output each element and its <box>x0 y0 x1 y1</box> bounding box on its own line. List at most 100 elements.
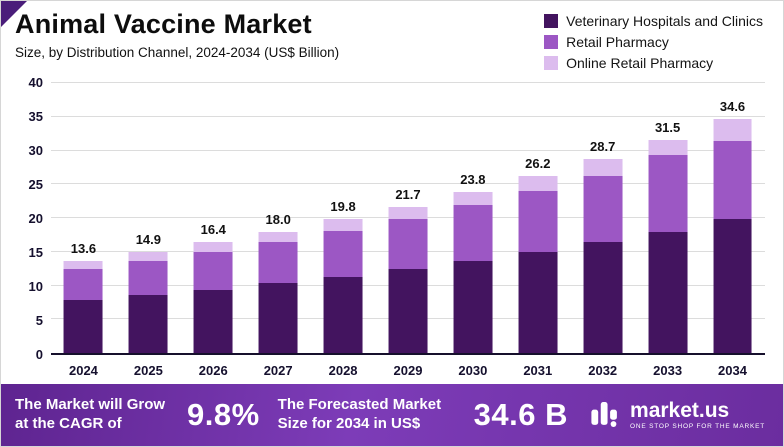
bar-total-label: 14.9 <box>135 232 162 248</box>
bar-segment <box>63 261 103 269</box>
bar-total-label: 19.8 <box>330 199 356 215</box>
bar-segment <box>193 251 233 290</box>
header: Animal Vaccine Market Size, by Distribut… <box>15 9 763 81</box>
corner-decoration <box>1 1 27 27</box>
bar-segment <box>583 241 623 353</box>
bar-segment <box>648 155 688 232</box>
y-tick-label: 35 <box>28 109 43 124</box>
bar-column: 23.8 <box>440 83 505 353</box>
bar-segment <box>453 205 493 261</box>
x-tick-label: 2028 <box>328 363 358 378</box>
bar-segment <box>713 119 752 142</box>
x-tick-label: 2026 <box>198 363 228 378</box>
bar-total-label: 21.7 <box>395 186 421 202</box>
stacked-bar <box>713 119 752 353</box>
legend-swatch <box>544 14 559 28</box>
stacked-bar <box>518 176 558 353</box>
bar-segment <box>583 159 623 176</box>
bar-segment <box>323 276 363 353</box>
y-tick-label: 0 <box>35 347 43 362</box>
stacked-bar <box>453 192 493 353</box>
bar-segment <box>258 241 298 284</box>
x-tick-label: 2032 <box>588 363 618 378</box>
x-tick-label: 2031 <box>523 363 553 378</box>
bar-segment <box>518 191 558 252</box>
bar-column: 19.8 <box>311 83 376 353</box>
bar-segment <box>583 175 623 242</box>
cagr-value: 9.8% <box>187 397 260 432</box>
legend-swatch <box>544 35 559 49</box>
stacked-bar <box>583 159 623 353</box>
stacked-bar <box>258 231 298 353</box>
bar-segment <box>388 206 428 219</box>
stacked-bar <box>63 261 103 353</box>
x-tick-label: 2034 <box>718 363 747 378</box>
gridline <box>51 183 765 185</box>
x-tick-label: 2030 <box>458 363 488 378</box>
bar-segment <box>193 242 233 252</box>
y-tick-label: 20 <box>28 211 43 226</box>
bar-total-label: 31.5 <box>654 120 681 136</box>
legend-label: Veterinary Hospitals and Clinics <box>566 13 763 29</box>
bar-segment <box>518 251 558 353</box>
y-tick-label: 40 <box>28 75 43 90</box>
page-subtitle: Size, by Distribution Channel, 2024-2034… <box>15 45 340 60</box>
legend-item: Retail Pharmacy <box>544 34 763 50</box>
footer-banner: The Market will Grow at the CAGR of 9.8%… <box>1 384 783 446</box>
y-tick-label: 10 <box>28 279 43 294</box>
x-tick-label: 2027 <box>263 363 293 378</box>
x-tick-label: 2025 <box>133 363 163 378</box>
bar-segment <box>453 192 493 206</box>
bar-total-label: 28.7 <box>590 139 616 155</box>
bar-column: 34.6 <box>700 83 765 353</box>
stacked-bar <box>648 140 688 353</box>
bar-segment <box>388 269 428 353</box>
bar-total-label: 23.8 <box>460 172 486 188</box>
bar-segment <box>713 218 752 353</box>
bar-total-label: 16.4 <box>200 222 226 238</box>
x-tick-label: 2029 <box>393 363 423 378</box>
bar-column: 14.9 <box>116 83 181 353</box>
gridline <box>51 149 765 151</box>
bar-segment <box>648 140 688 156</box>
bar-column: 21.7 <box>376 83 441 353</box>
bar-total-label: 13.6 <box>70 241 97 257</box>
bar-segment <box>193 289 233 353</box>
bar-segment <box>128 294 168 353</box>
bar-segment <box>63 299 103 353</box>
legend-item: Veterinary Hospitals and Clinics <box>544 13 763 29</box>
bar-column: 28.7 <box>570 83 635 353</box>
legend: Veterinary Hospitals and Clinics Retail P… <box>544 13 763 81</box>
y-tick-label: 15 <box>28 245 43 260</box>
header-text: Animal Vaccine Market Size, by Distribut… <box>15 9 339 81</box>
brand-name: market.us <box>630 398 730 422</box>
market-us-logo-icon <box>588 396 622 435</box>
x-axis: 2024 2025 2026 2027 2028 2029 2030 2031 2032 2033… <box>51 355 765 383</box>
bar-total-label: 18.0 <box>265 211 291 227</box>
legend-item: Online Retail Pharmacy <box>544 55 763 71</box>
stacked-bar <box>388 206 428 353</box>
legend-label: Retail Pharmacy <box>566 34 669 50</box>
bar-segment <box>518 176 558 192</box>
chart-area: 0 5 10 15 20 25 30 35 40 13.6 14.9 16.4 18.0 19.8 21.… <box>13 75 765 362</box>
bar-segment <box>453 260 493 353</box>
bar-segment <box>323 230 363 277</box>
y-tick-label: 5 <box>35 313 43 328</box>
gridline <box>51 115 765 117</box>
forecast-size-value: 34.6 B <box>473 397 569 432</box>
legend-swatch <box>544 56 559 70</box>
x-tick-label: 2033 <box>653 363 683 378</box>
stacked-bar <box>128 252 168 353</box>
bar-segment <box>128 252 168 261</box>
y-tick-label: 30 <box>28 143 43 158</box>
stacked-bar <box>323 219 363 353</box>
bar-segment <box>128 260 168 295</box>
page-title: Animal Vaccine Market <box>15 9 312 39</box>
bar-column: 13.6 <box>51 83 116 353</box>
bar-segment <box>63 268 103 300</box>
bar-column: 16.4 <box>181 83 246 353</box>
bar-segment <box>388 218 428 270</box>
bar-column: 31.5 <box>635 83 700 353</box>
brand-text: market.us ONE STOP SHOP FOR THE MARKET <box>630 400 765 431</box>
footer-left-text: The Market will Grow at the CAGR of <box>15 396 166 432</box>
